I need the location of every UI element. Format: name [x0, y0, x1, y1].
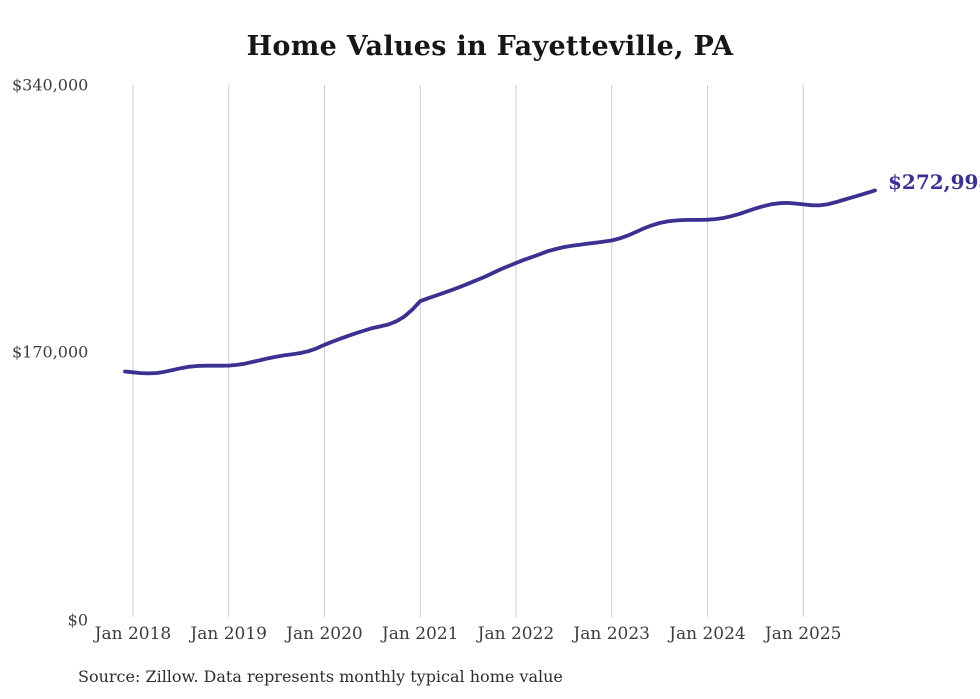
chart-title: Home Values in Fayetteville, PA [246, 31, 734, 62]
x-axis-tick: Jan 2024 [669, 624, 746, 644]
x-axis-tick: Jan 2025 [764, 624, 842, 644]
x-axis-tick: Jan 2020 [286, 624, 363, 644]
y-axis-tick-340000: $340,000 [12, 75, 89, 95]
x-axis-tick: Jan 2023 [573, 624, 651, 644]
x-axis-tick: Jan 2021 [381, 624, 459, 644]
y-axis-tick-0: $0 [67, 610, 88, 630]
x-axis-tick: Jan 2022 [477, 624, 555, 644]
source-note: Source: Zillow. Data represents monthly … [78, 667, 563, 686]
latest-value-label: $272,998 [888, 170, 980, 194]
x-axis-tick: Jan 2018 [94, 624, 172, 644]
x-axis-tick: Jan 2019 [190, 624, 268, 644]
y-axis-tick-170000: $170,000 [12, 342, 89, 362]
home-values-line [123, 188, 877, 376]
